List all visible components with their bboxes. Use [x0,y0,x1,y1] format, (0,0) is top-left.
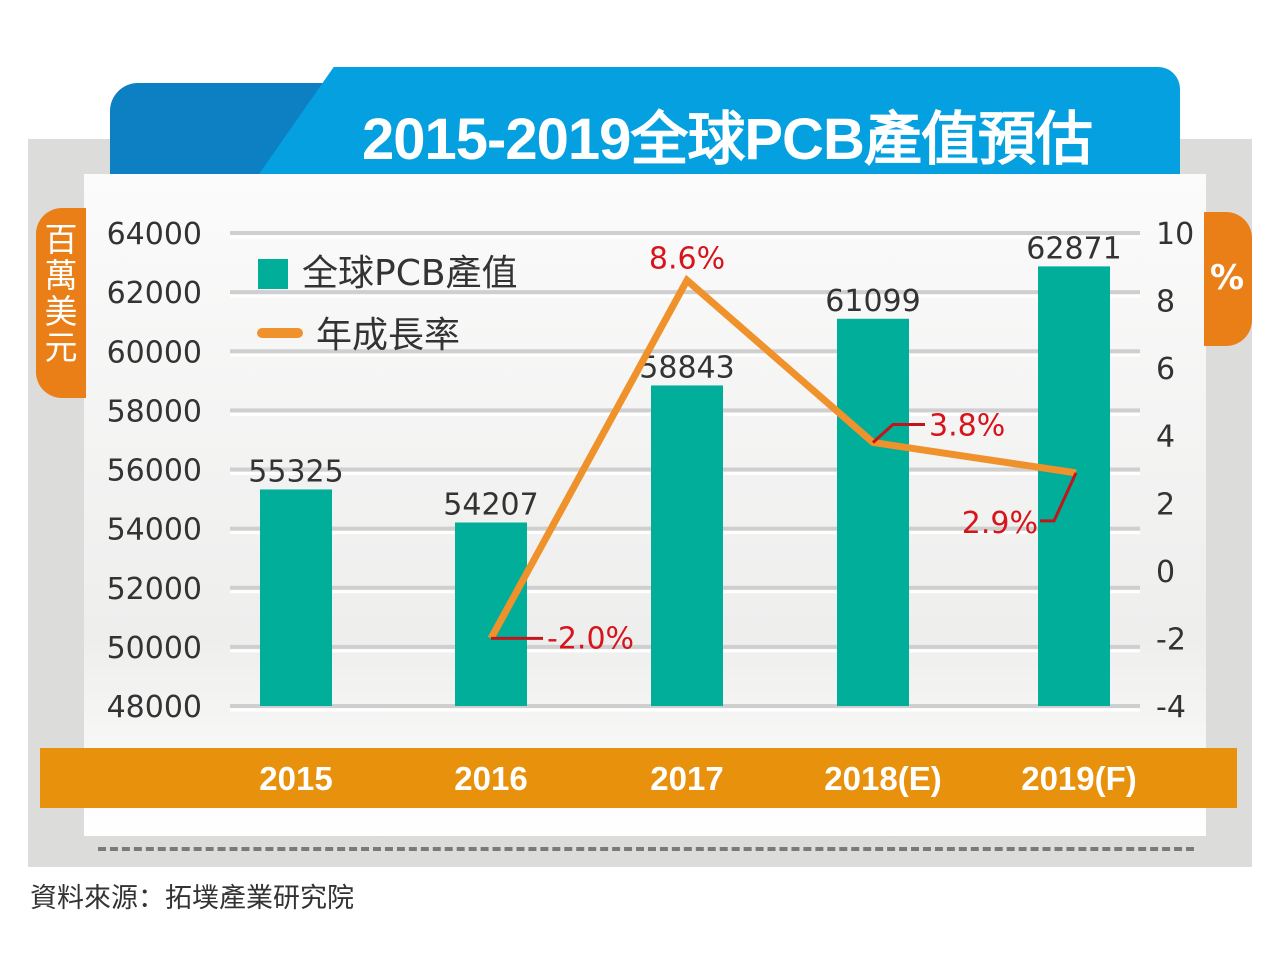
legend-line-label: 年成長率 [316,315,460,356]
bar [837,318,909,706]
right-tick-label: 6 [1156,352,1175,387]
left-tick-label: 52000 [107,572,202,607]
right-tick-label: 2 [1156,487,1175,522]
growth-rate-label: 2.9% [962,506,1038,541]
bar-value-label: 54207 [443,488,538,523]
right-axis-tab [1204,212,1252,346]
left-tick-label: 54000 [107,513,202,548]
x-tick-label: 2017 [650,760,724,797]
x-tick-label: 2019(F) [1021,760,1137,797]
bar-value-label: 55325 [248,454,343,489]
left-tick-label: 50000 [107,631,202,666]
left-tick-label: 56000 [107,454,202,489]
bar [651,385,723,706]
growth-rate-label: 8.6% [649,241,725,276]
dashed-divider [98,847,1194,851]
title-banner [250,67,1180,187]
left-tick-label: 64000 [107,217,202,252]
left-tick-label: 60000 [107,335,202,370]
left-tick-label: 58000 [107,394,202,429]
x-axis-band [40,748,1237,808]
x-tick-label: 2015 [259,760,333,797]
right-tick-label: -4 [1156,690,1186,725]
legend-bar-swatch [258,259,288,289]
x-tick-label: 2016 [454,760,528,797]
bar-value-label: 61099 [825,284,920,319]
bar [455,522,527,706]
bar [1038,266,1110,706]
chart-title: 2015-2019全球PCB產值預估 [362,107,1093,172]
bar-value-label: 62871 [1026,231,1121,266]
annotation-leader [1040,472,1078,523]
left-tick-label: 48000 [107,690,202,725]
growth-rate-label: -2.0% [547,621,634,656]
right-tick-label: -2 [1156,622,1186,657]
left-axis-tab [36,208,86,398]
left-tick-label: 62000 [107,276,202,311]
legend-bar-label: 全球PCB產值 [302,253,518,294]
right-tick-label: 4 [1156,420,1175,455]
right-tick-label: 8 [1156,285,1175,320]
annotation-leader [871,422,925,444]
right-tick-label: 0 [1156,555,1175,590]
bar-value-label: 58843 [639,350,734,385]
right-tick-label: 10 [1156,217,1194,252]
left-axis-label: 百萬美元 [44,220,78,367]
source-note: 資料來源：拓墣產業研究院 [30,883,354,914]
bar [260,489,332,706]
x-tick-label: 2018(E) [824,760,942,797]
growth-rate-label: 3.8% [929,408,1005,443]
right-axis-label: % [1210,258,1245,298]
growth-line [487,274,1077,641]
